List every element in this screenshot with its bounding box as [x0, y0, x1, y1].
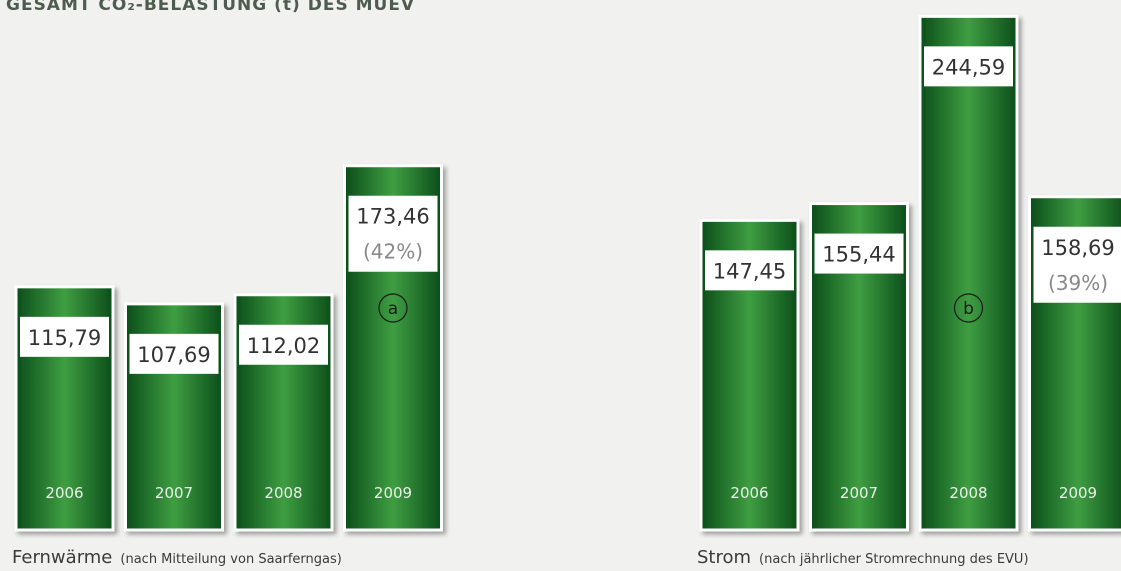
value-label: 147,45 [713, 259, 786, 283]
caption: Strom (nach jährlicher Stromrechnung des … [697, 547, 1029, 568]
value-label: 107,69 [137, 343, 210, 367]
value-label: 115,79 [28, 326, 101, 350]
value-label-box [814, 233, 904, 274]
value-label: 158,69 [1041, 236, 1114, 260]
value-label-box [924, 46, 1013, 87]
caption-note: (nach Mitteilung von Saarferngas) [120, 552, 341, 567]
value-label: 155,44 [822, 243, 895, 267]
value-label: 244,59 [932, 55, 1005, 79]
x-tick-label: 2009 [1059, 484, 1097, 502]
caption-note: (nach jährlicher Stromrechnung des EVU) [759, 552, 1028, 567]
value-label-box [20, 316, 109, 357]
x-tick-label: 2009 [374, 484, 412, 502]
value-label: 112,02 [247, 334, 320, 358]
chart-title: GESAMT CO₂-BELASTUNG (t) DES MUEV [6, 0, 415, 15]
x-tick-label: 2006 [730, 484, 768, 502]
caption: Fernwärme (nach Mitteilung von Saarfernga… [12, 547, 342, 568]
marker-label: b [963, 299, 974, 319]
x-tick-label: 2008 [949, 484, 987, 502]
x-tick-label: 2007 [840, 484, 878, 502]
marker-circle [378, 293, 408, 323]
x-tick-label: 2007 [155, 484, 193, 502]
marker-label: a [388, 299, 398, 319]
value-label-box [239, 324, 328, 365]
x-tick-label: 2006 [45, 484, 83, 502]
caption-main: Strom [697, 547, 751, 568]
percent-label: (42%) [363, 240, 423, 264]
x-tick-label: 2008 [264, 484, 302, 502]
value-label-box [1033, 226, 1121, 303]
value-label-box [348, 195, 438, 272]
value-label-box [705, 250, 794, 291]
value-label-box [129, 333, 219, 374]
bar [918, 14, 1019, 532]
caption-main: Fernwärme [12, 547, 112, 568]
percent-label: (39%) [1048, 271, 1108, 295]
marker-circle [953, 293, 984, 323]
value-label: 173,46 [356, 205, 429, 229]
